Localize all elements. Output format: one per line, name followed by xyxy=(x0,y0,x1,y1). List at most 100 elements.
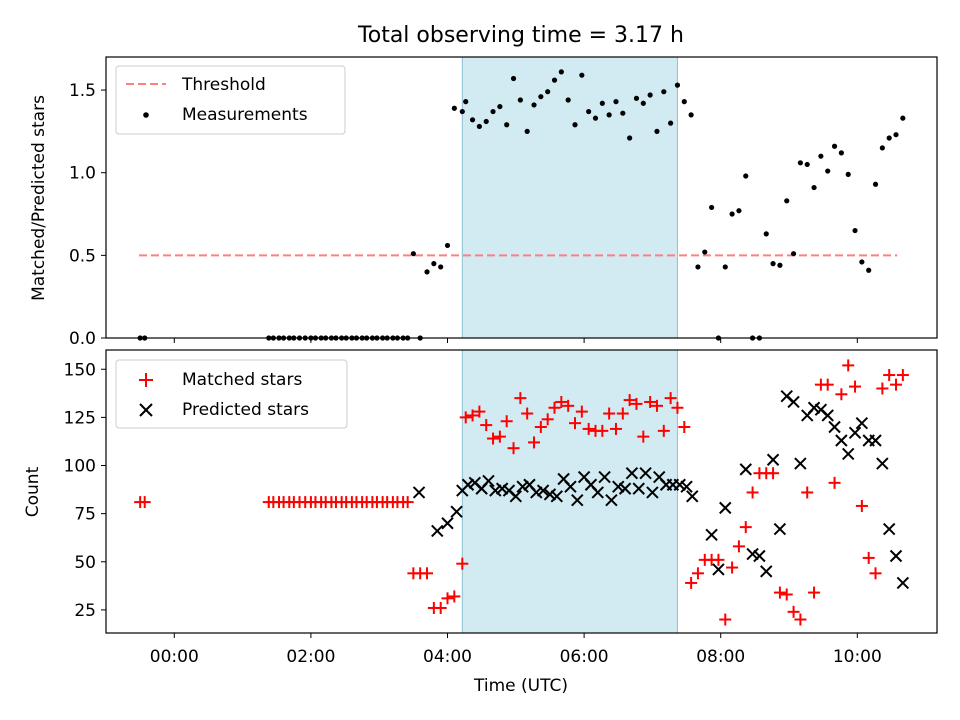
predicted-point xyxy=(673,478,686,491)
matched-point xyxy=(787,605,800,618)
predicted-point xyxy=(794,457,807,470)
top-legend: Threshold Measurements xyxy=(115,65,346,135)
matched-point xyxy=(459,411,472,424)
predicted-point xyxy=(686,490,699,503)
predicted-point xyxy=(591,486,604,499)
measurement-point xyxy=(722,264,728,270)
predicted-points xyxy=(412,389,910,590)
matched-point xyxy=(480,419,493,432)
measurement-point xyxy=(729,211,735,217)
matched-point xyxy=(890,378,903,391)
measurement-point xyxy=(900,115,906,121)
legend-matched-swatch xyxy=(139,373,153,387)
matched-point xyxy=(630,397,643,410)
matched-point xyxy=(712,553,725,566)
predicted-point xyxy=(612,480,625,493)
matched-point xyxy=(514,392,527,405)
measurement-point xyxy=(770,261,776,267)
matched-point xyxy=(678,421,691,434)
predicted-point xyxy=(705,528,718,542)
top-plot-frame xyxy=(105,56,938,339)
matched-point xyxy=(739,521,752,534)
top-panel: 0.0 0.5 1.0 1.5 Matched/Predicted stars Thr… xyxy=(29,56,938,349)
predicted-point xyxy=(412,486,426,499)
measurement-point xyxy=(592,115,599,121)
measurement-point xyxy=(586,108,592,115)
y-tick-label: 100 xyxy=(64,457,96,477)
measurement-point xyxy=(790,251,797,257)
predicted-point xyxy=(441,517,454,530)
matched-point xyxy=(691,567,704,580)
y-tick-label: 75 xyxy=(74,505,96,525)
y-tick-label: 50 xyxy=(74,553,96,573)
matched-point xyxy=(448,590,461,603)
predicted-point xyxy=(482,474,495,488)
measurement-point xyxy=(681,99,687,105)
x-tick-label: 00:00 xyxy=(150,647,199,667)
predicted-point xyxy=(495,482,509,495)
measurement-point xyxy=(633,95,640,101)
matched-point xyxy=(555,395,568,408)
matched-point xyxy=(528,436,541,449)
y-tick-label: 150 xyxy=(64,360,96,380)
y-tick-label: 1.5 xyxy=(69,81,96,101)
matched-point xyxy=(493,430,506,443)
measurement-point xyxy=(859,259,865,265)
measurement-point xyxy=(469,117,476,123)
matched-point xyxy=(671,401,684,414)
predicted-point xyxy=(509,490,523,503)
predicted-point xyxy=(543,488,557,501)
legend-measurements-label: Measurements xyxy=(182,105,308,125)
predicted-point xyxy=(766,453,780,466)
y-tick-label: 0.0 xyxy=(69,329,96,349)
matched-point xyxy=(862,551,875,564)
matched-point xyxy=(773,586,786,599)
matched-point xyxy=(609,422,622,435)
predicted-point xyxy=(461,478,475,491)
matched-point xyxy=(664,392,677,405)
bottom-y-axis-label: Count xyxy=(23,466,43,517)
chart-title: Total observing time = 3.17 h xyxy=(357,23,684,48)
matched-point xyxy=(883,369,896,382)
matched-point xyxy=(623,394,636,407)
measurement-point xyxy=(538,94,544,100)
matched-point xyxy=(562,399,575,412)
measurement-point xyxy=(702,249,708,255)
bottom-legend: Matched stars Predicted stars xyxy=(115,359,348,429)
legend-matched-label: Matched stars xyxy=(182,370,302,390)
legend-measurements-swatch xyxy=(143,112,149,118)
matched-point xyxy=(434,601,447,614)
x-tick-label: 06:00 xyxy=(560,647,609,667)
matched-point xyxy=(616,407,629,420)
predicted-point xyxy=(550,490,563,503)
matched-point xyxy=(821,378,834,391)
matched-point xyxy=(421,567,434,580)
measurement-point xyxy=(613,99,619,105)
y-tick-label: 1.0 xyxy=(69,164,96,184)
predicted-point xyxy=(605,493,618,507)
matched-point xyxy=(808,586,821,599)
matched-point xyxy=(596,424,609,437)
predicted-point xyxy=(807,401,821,414)
predicted-point xyxy=(489,484,502,497)
matched-point xyxy=(869,567,882,580)
predicted-point xyxy=(773,522,787,536)
predicted-point xyxy=(787,395,800,409)
measurement-point xyxy=(852,227,858,234)
measurement-point xyxy=(872,181,879,187)
matched-point xyxy=(582,422,595,435)
measurement-point xyxy=(410,251,416,257)
matched-point xyxy=(456,557,469,570)
predicted-point xyxy=(571,493,584,507)
measurement-point xyxy=(431,261,437,267)
matched-point xyxy=(849,380,862,393)
matched-point xyxy=(637,430,650,443)
predicted-point xyxy=(848,426,862,439)
matched-point xyxy=(575,405,588,418)
measurement-point xyxy=(640,100,646,106)
predicted-point xyxy=(828,420,841,434)
bottom-panel: 25 50 75 100 125 150 00:00 02:00 04:00 06:00 08:00… xyxy=(23,349,938,696)
measurement-point xyxy=(654,128,660,134)
matched-point xyxy=(855,499,868,512)
matched-point xyxy=(732,540,745,553)
